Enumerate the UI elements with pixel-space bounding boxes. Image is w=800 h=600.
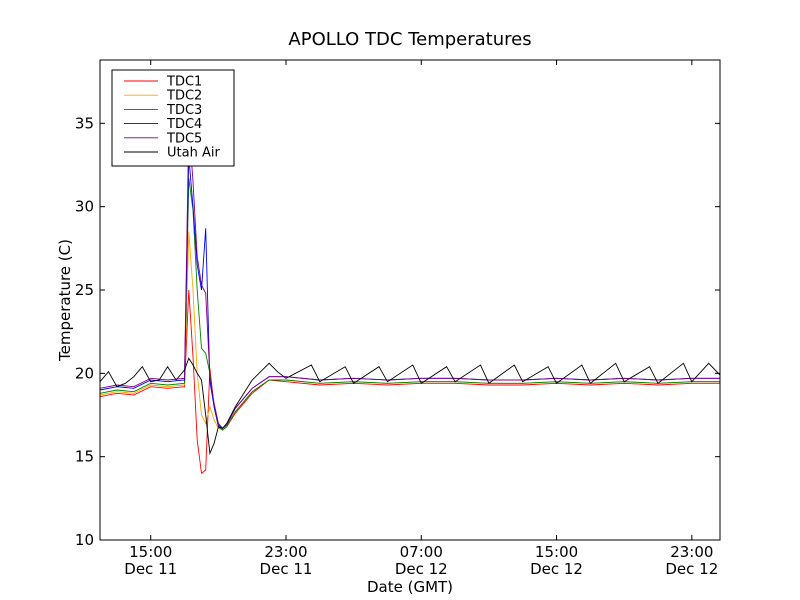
y-tick-label: 10 xyxy=(75,531,94,549)
y-tick-label: 25 xyxy=(75,281,94,299)
y-axis-label: Temperature (C) xyxy=(56,239,74,362)
x-tick-label-date: Dec 12 xyxy=(530,560,583,578)
x-tick-label: 15:00 xyxy=(129,543,172,561)
legend-label: TDC1 xyxy=(166,75,202,90)
chart-title: APOLLO TDC Temperatures xyxy=(288,29,531,50)
x-axis-label: Date (GMT) xyxy=(367,578,453,596)
plot-frame xyxy=(99,59,721,541)
x-tick-label: 23:00 xyxy=(264,543,307,561)
legend-label: TDC3 xyxy=(166,103,202,118)
x-tick-label: 07:00 xyxy=(400,543,443,561)
legend-label: TDC5 xyxy=(166,131,202,146)
legend-label: TDC4 xyxy=(166,117,202,132)
series-layer xyxy=(99,123,721,475)
legend-label: Utah Air xyxy=(167,146,220,161)
series-line-tdc3 xyxy=(99,178,720,431)
y-tick-label: 20 xyxy=(75,364,94,382)
series-line-utah-air xyxy=(99,357,721,456)
y-tick-label: 15 xyxy=(75,448,94,466)
x-tick-label-date: Dec 12 xyxy=(395,560,448,578)
x-tick-label: 15:00 xyxy=(535,543,578,561)
y-tick-label: 35 xyxy=(75,114,94,132)
series-line-tdc5 xyxy=(99,123,720,429)
legend-label: TDC2 xyxy=(166,89,202,104)
legend-box xyxy=(111,69,235,167)
x-tick-label-date: Dec 11 xyxy=(260,560,313,578)
x-tick-label: 23:00 xyxy=(670,543,713,561)
y-tick-label: 30 xyxy=(75,198,94,216)
x-tick-label-date: Dec 11 xyxy=(124,560,177,578)
x-tick-label-date: Dec 12 xyxy=(665,560,718,578)
series-line-tdc1 xyxy=(99,289,720,475)
series-line-tdc2 xyxy=(99,231,720,431)
